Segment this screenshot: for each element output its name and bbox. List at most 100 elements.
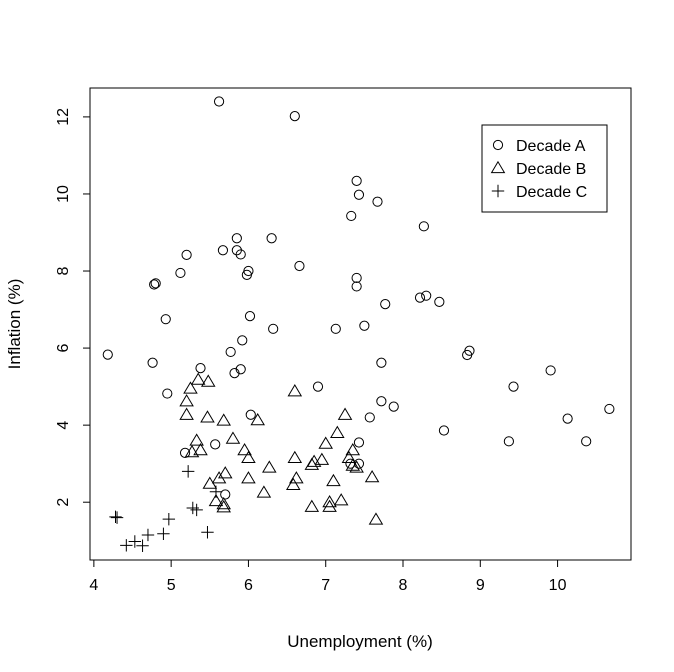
y-tick-label: 12 — [55, 108, 72, 126]
data-point-triangle — [314, 452, 330, 465]
data-point-circle — [503, 436, 514, 447]
data-point-plus — [128, 535, 142, 548]
data-point-circle — [102, 349, 113, 360]
data-point-circle — [231, 233, 242, 244]
y-axis: 2 4 6 8 10 12 — [55, 108, 91, 507]
data-point-circle — [372, 196, 383, 207]
data-point-circle — [376, 357, 387, 368]
data-point-circle — [364, 412, 375, 423]
data-point-circle — [438, 425, 450, 436]
legend-marker-circle — [492, 139, 504, 151]
data-point-circle — [179, 447, 191, 458]
data-point-circle — [462, 349, 473, 361]
data-point-circle — [312, 381, 324, 392]
data-point-triangle — [216, 413, 231, 426]
data-point-circle — [225, 346, 236, 358]
y-tick-label: 6 — [55, 344, 72, 353]
data-point-triangle — [183, 381, 198, 394]
legend-label: Decade B — [516, 161, 586, 178]
data-point-circle — [294, 260, 305, 272]
series-plus — [109, 465, 223, 552]
data-point-triangle — [184, 444, 200, 458]
x-tick-label: 6 — [244, 577, 253, 594]
data-point-triangle — [211, 471, 227, 484]
data-point-circle — [418, 221, 429, 232]
data-point-triangle — [285, 477, 301, 490]
data-point-triangle — [200, 374, 216, 387]
data-point-triangle — [216, 496, 231, 510]
data-point-circle — [604, 403, 615, 415]
data-point-plus — [141, 528, 155, 542]
legend-box — [481, 124, 608, 213]
data-point-triangle — [318, 436, 333, 449]
data-point-triangle — [330, 425, 345, 438]
data-point-circle — [162, 388, 173, 399]
data-point-circle — [160, 314, 171, 325]
data-point-circle — [376, 396, 387, 407]
data-point-circle — [414, 292, 426, 303]
data-point-circle — [237, 335, 248, 346]
data-point-circle — [241, 269, 252, 280]
data-point-circle — [235, 364, 246, 375]
data-point-plus — [157, 527, 170, 540]
data-point-circle — [217, 245, 229, 256]
data-point-triangle — [202, 476, 218, 489]
data-point-circle — [581, 436, 592, 447]
legend-label: Decade A — [516, 138, 586, 155]
data-point-circle — [351, 272, 362, 284]
data-point-circle — [388, 401, 399, 412]
x-tick-label: 4 — [89, 577, 98, 594]
x-tick-label: 9 — [476, 577, 485, 594]
data-point-triangle — [322, 499, 337, 512]
x-axis-title: Unemployment (%) — [287, 632, 433, 651]
legend-marker-triangle — [490, 160, 506, 174]
data-point-plus — [190, 503, 203, 517]
data-point-circle — [562, 413, 573, 424]
y-tick-label: 10 — [55, 185, 72, 203]
data-point-triangle — [345, 443, 361, 456]
x-axis: 4 5 6 7 8 9 10 — [89, 559, 567, 594]
y-tick-label: 8 — [55, 266, 72, 275]
x-tick-label: 10 — [549, 577, 567, 594]
data-point-triangle — [326, 473, 341, 487]
data-point-triangle — [208, 493, 224, 507]
data-point-triangle — [304, 457, 320, 470]
data-point-triangle — [217, 466, 233, 479]
data-point-circle — [351, 175, 362, 186]
data-point-circle — [235, 249, 246, 260]
data-point-circle — [175, 267, 186, 279]
data-point-circle — [147, 357, 158, 368]
data-point-triangle — [262, 460, 277, 473]
data-point-circle — [244, 311, 256, 322]
data-point-plus — [109, 510, 122, 524]
data-point-circle — [289, 111, 300, 122]
data-point-circle — [421, 290, 432, 301]
data-point-circle — [434, 296, 445, 307]
data-point-triangle — [241, 450, 256, 463]
data-point-circle — [359, 320, 370, 331]
data-point-circle — [266, 233, 277, 244]
data-point-circle — [229, 368, 240, 379]
data-point-circle — [220, 489, 231, 500]
data-point-triangle — [364, 469, 380, 483]
data-point-triangle — [341, 450, 357, 463]
data-points — [102, 96, 615, 552]
data-point-circle — [353, 458, 365, 469]
series-triangle — [179, 372, 384, 525]
data-point-triangle — [333, 493, 349, 506]
data-point-circle — [150, 278, 161, 289]
data-point-triangle — [193, 443, 208, 456]
data-point-plus — [110, 511, 124, 524]
data-point-circle — [508, 381, 519, 392]
data-point-triangle — [179, 407, 194, 420]
data-point-circle — [346, 210, 357, 222]
data-point-circle — [330, 323, 341, 334]
data-point-circle — [213, 96, 225, 107]
data-point-triangle — [241, 471, 256, 484]
data-point-plus — [181, 465, 195, 478]
legend-item: Decade A — [492, 138, 586, 155]
y-axis-title: Inflation (%) — [5, 279, 24, 370]
data-point-circle — [210, 439, 221, 450]
data-point-circle — [181, 249, 192, 260]
